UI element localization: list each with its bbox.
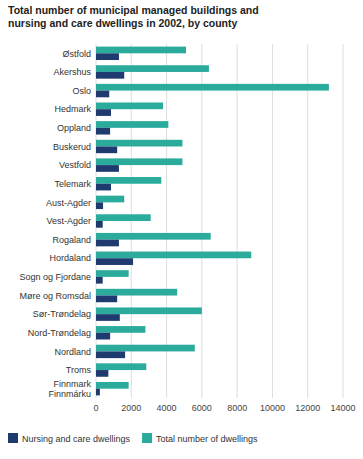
y-tick-label: Sør-Trøndelag: [33, 309, 91, 319]
bar: [96, 363, 146, 370]
bar: [96, 140, 182, 147]
bar: [96, 221, 103, 228]
x-tick-label: 12000: [295, 403, 320, 413]
bar: [96, 146, 117, 153]
legend: Nursing and care dwellings Total number o…: [8, 433, 258, 444]
bar: [96, 370, 108, 377]
bars: [96, 47, 329, 396]
chart: Total number of municipal managed buildi…: [0, 0, 363, 459]
bar: [96, 307, 202, 314]
bar: [96, 296, 117, 303]
x-tick-label: 14000: [330, 403, 355, 413]
bar: [96, 165, 119, 172]
bar: [96, 91, 109, 98]
x-tick-label: 0: [93, 403, 98, 413]
bar: [96, 270, 129, 277]
y-tick-label: Buskerud: [53, 142, 91, 152]
y-tick-label: Vestfold: [59, 160, 91, 170]
y-tick-label: Nordland: [54, 347, 91, 357]
legend-label: Total number of dwellings: [156, 434, 258, 444]
x-tick-label: 10000: [260, 403, 285, 413]
bar: [96, 84, 329, 91]
bar: [96, 233, 211, 240]
y-tick-label: Nord-Trøndelag: [28, 328, 91, 338]
grid-line: [343, 44, 344, 398]
bar: [96, 47, 186, 54]
bar: [96, 53, 119, 60]
bar: [96, 351, 125, 358]
bar: [96, 65, 209, 72]
grid-line: [237, 44, 238, 398]
bar: [96, 202, 103, 209]
y-tick-label: Hedmark: [54, 104, 91, 114]
grid: [96, 44, 343, 398]
legend-label: Nursing and care dwellings: [22, 434, 131, 444]
bar: [96, 121, 168, 128]
bar: [96, 326, 145, 333]
bar: [96, 258, 133, 265]
y-tick-label: Vest-Agder: [46, 216, 91, 226]
x-tick-label: 2000: [121, 403, 141, 413]
y-tick-label: Østfold: [62, 49, 91, 59]
y-tick-label: Oslo: [72, 86, 91, 96]
bar: [96, 314, 120, 321]
bar: [96, 158, 182, 165]
y-tick-label: Rogaland: [52, 235, 91, 245]
bar: [96, 333, 110, 340]
y-tick-label: FinnmarkFinnmárku: [48, 379, 91, 399]
y-tick-label: Hordaland: [49, 253, 91, 263]
title: Total number of municipal managed buildi…: [8, 4, 259, 29]
bar: [96, 382, 129, 389]
bar: [96, 103, 163, 110]
x-tick-label: 6000: [192, 403, 212, 413]
y-tick-label: Akershus: [53, 67, 91, 77]
grid-line: [272, 44, 273, 398]
y-tick-label: Oppland: [57, 123, 91, 133]
y-tick-label: Troms: [66, 365, 92, 375]
bar: [96, 72, 124, 79]
y-tick-label: Møre og Romsdal: [19, 291, 91, 301]
bar: [96, 289, 177, 296]
bar: [96, 214, 151, 221]
grid-line: [307, 44, 308, 398]
bar: [96, 252, 251, 259]
y-tick-label: Aust-Agder: [46, 198, 91, 208]
bar: [96, 277, 103, 284]
legend-swatch: [8, 433, 18, 443]
bar: [96, 184, 111, 191]
legend-swatch: [142, 433, 152, 443]
bar: [96, 240, 119, 247]
bar: [96, 389, 100, 396]
y-tick-label: Telemark: [54, 179, 91, 189]
bar: [96, 177, 161, 184]
chart-container: Total number of municipal managed buildi…: [0, 0, 363, 459]
x-tick-label: 4000: [157, 403, 177, 413]
bar: [96, 345, 195, 352]
grid-line: [201, 44, 202, 398]
bar: [96, 128, 110, 135]
x-tick-label: 8000: [227, 403, 247, 413]
bar: [96, 196, 124, 203]
y-tick-label: Sogn og Fjordane: [19, 272, 91, 282]
bar: [96, 109, 111, 116]
